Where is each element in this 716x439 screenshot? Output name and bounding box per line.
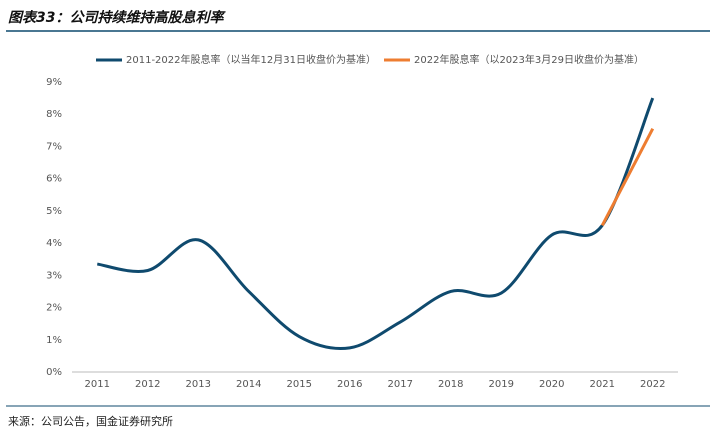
legend-label: 2022年股息率（以2023年3月29日收盘价为基准） xyxy=(414,53,644,66)
x-tick-label: 2013 xyxy=(186,379,211,390)
y-tick-label: 8% xyxy=(46,109,62,120)
source: 来源：公司公告，国金证券研究所 xyxy=(8,414,173,428)
x-tick-label: 2019 xyxy=(489,379,514,390)
y-tick-label: 1% xyxy=(46,335,62,346)
y-tick-label: 7% xyxy=(46,141,62,152)
y-tick-label: 6% xyxy=(46,174,62,185)
y-tick-label: 9% xyxy=(46,77,62,88)
x-tick-label: 2016 xyxy=(337,379,362,390)
legend-label: 2011-2022年股息率（以当年12月31日收盘价为基准） xyxy=(126,53,376,66)
x-tick-label: 2014 xyxy=(236,379,261,390)
chart-title: 图表33：公司持续维持高股息利率 xyxy=(8,9,226,26)
x-tick-label: 2017 xyxy=(388,379,413,390)
y-tick-label: 5% xyxy=(46,206,62,217)
y-tick-label: 3% xyxy=(46,270,62,281)
x-tick-label: 2020 xyxy=(539,379,564,390)
x-tick-label: 2018 xyxy=(438,379,463,390)
y-tick-label: 0% xyxy=(46,367,62,378)
x-tick-label: 2021 xyxy=(590,379,615,390)
x-tick-label: 2015 xyxy=(287,379,312,390)
y-tick-label: 2% xyxy=(46,303,62,314)
series-line xyxy=(96,97,655,350)
series-line xyxy=(600,128,655,227)
x-tick-label: 2022 xyxy=(640,379,665,390)
x-tick-label: 2012 xyxy=(135,379,160,390)
x-tick-label: 2011 xyxy=(85,379,110,390)
y-tick-label: 4% xyxy=(46,238,62,249)
